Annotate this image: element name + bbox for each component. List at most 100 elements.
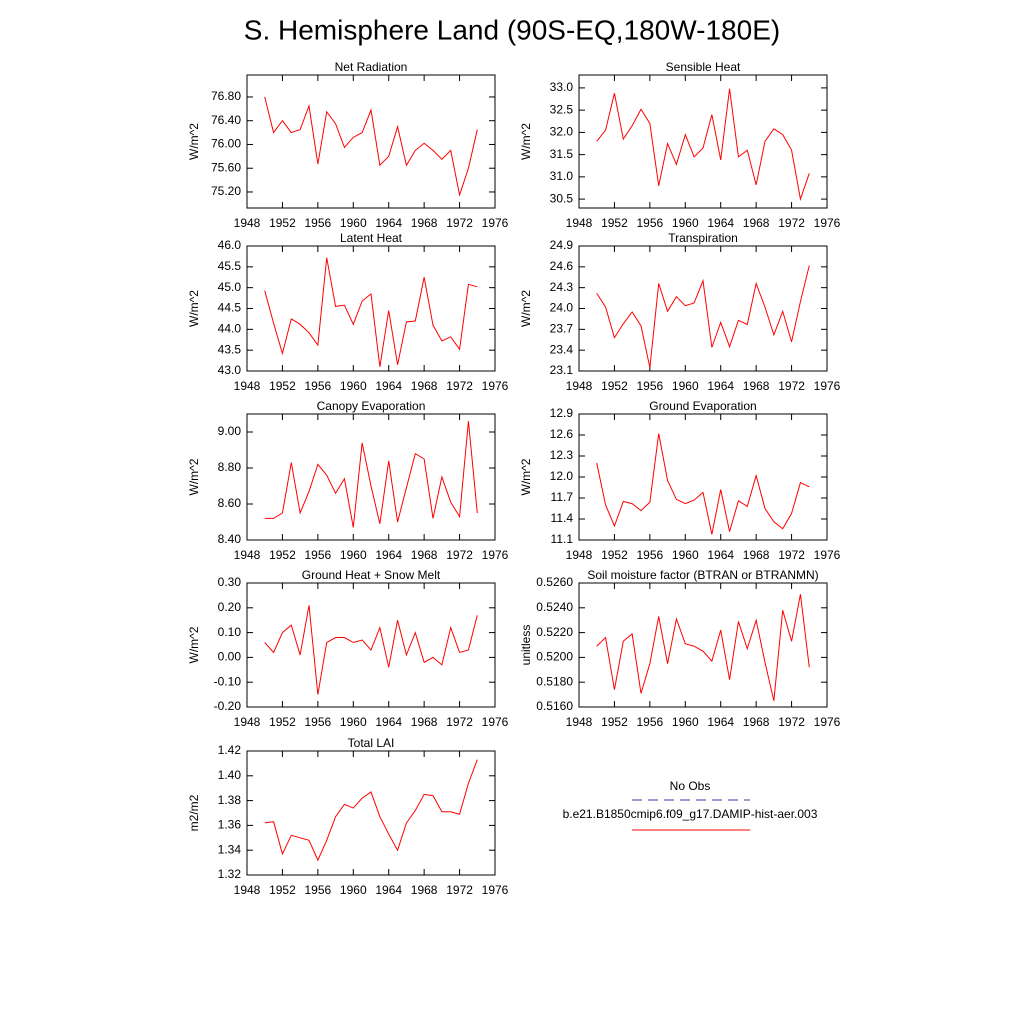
plot-frame [578,74,828,209]
data-line [596,88,810,202]
x-tick-label: 1956 [305,379,332,393]
data-line [596,594,810,701]
x-tick-label: 1976 [482,548,509,562]
x-tick-label: 1968 [411,715,438,729]
y-tick-label: 44.5 [218,301,242,315]
x-tick-label: 1968 [743,548,770,562]
x-tick-label: 1964 [375,379,402,393]
y-tick-label: 8.40 [218,532,242,546]
x-tick-label: 1960 [340,379,367,393]
x-tick-label: 1964 [375,883,402,897]
panel-title: Canopy Evaporation [317,399,426,413]
x-tick-label: 1952 [269,715,296,729]
y-tick-label: 0.10 [218,625,242,639]
x-tick-label: 1968 [411,548,438,562]
x-tick-label: 1960 [672,216,699,230]
x-tick-label: 1976 [814,216,841,230]
y-tick-label: 0.30 [218,575,242,589]
x-tick-label: 1948 [234,715,261,729]
x-tick-label: 1956 [305,715,332,729]
y-axis-label: W/m^2 [519,290,533,327]
x-tick-label: 1968 [743,216,770,230]
y-axis-label: W/m^2 [187,290,201,327]
y-tick-label: 12.3 [550,448,574,462]
y-tick-label: 8.80 [218,460,242,474]
y-tick-label: 43.0 [218,363,242,377]
x-tick-label: 1956 [637,379,664,393]
x-tick-label: 1948 [234,216,261,230]
x-tick-label: 1948 [234,883,261,897]
panel-title: Net Radiation [335,60,408,74]
data-line [264,96,478,197]
y-tick-label: 24.0 [550,301,574,315]
y-tick-label: 76.00 [211,137,241,151]
x-tick-label: 1948 [234,379,261,393]
x-tick-label: 1952 [601,548,628,562]
x-tick-label: 1964 [375,715,402,729]
x-tick-label: 1972 [778,216,805,230]
x-tick-label: 1968 [411,379,438,393]
x-tick-label: 1964 [707,379,734,393]
y-tick-label: 45.5 [218,259,242,273]
x-tick-label: 1952 [269,548,296,562]
y-tick-label: 75.20 [211,184,241,198]
y-tick-label: 0.5220 [536,625,573,639]
x-tick-label: 1956 [305,883,332,897]
x-tick-label: 1976 [482,715,509,729]
x-tick-label: 1952 [269,883,296,897]
y-tick-label: 76.40 [211,113,241,127]
y-tick-label: 0.00 [218,650,242,664]
x-tick-label: 1948 [566,548,593,562]
data-line [596,433,810,535]
y-tick-label: 23.7 [550,322,574,336]
figure-title: S. Hemisphere Land (90S-EQ,180W-180E) [244,14,780,45]
x-tick-label: 1972 [446,548,473,562]
x-tick-label: 1976 [814,379,841,393]
y-tick-label: 1.34 [218,842,242,856]
x-tick-label: 1964 [707,548,734,562]
y-tick-label: 76.80 [211,89,241,103]
x-tick-label: 1976 [814,715,841,729]
y-axis-label: W/m^2 [187,123,201,160]
y-tick-label: 1.32 [218,867,242,881]
x-tick-label: 1972 [446,715,473,729]
x-tick-label: 1964 [707,216,734,230]
x-tick-label: 1948 [566,379,593,393]
x-tick-label: 1956 [305,216,332,230]
y-tick-label: 30.5 [550,191,574,205]
x-tick-label: 1956 [637,715,664,729]
plot-frame [246,74,496,209]
data-line [264,605,478,695]
x-tick-label: 1964 [707,715,734,729]
y-tick-label: 12.6 [550,427,574,441]
y-tick-label: 24.6 [550,259,574,273]
x-tick-label: 1972 [446,883,473,897]
y-tick-label: 11.1 [551,532,574,546]
plot-frame [246,582,496,708]
x-tick-label: 1948 [234,548,261,562]
y-tick-label: 1.38 [218,793,242,807]
x-tick-label: 1956 [637,216,664,230]
y-tick-label: 75.60 [211,160,241,174]
y-tick-label: 23.1 [550,363,574,377]
x-tick-label: 1948 [566,715,593,729]
data-line [264,759,478,862]
y-axis-label: m2/m2 [187,794,201,831]
y-tick-label: 0.5160 [536,699,573,713]
y-tick-label: 24.9 [550,238,574,252]
data-line [264,257,478,367]
y-tick-label: 11.4 [551,511,574,525]
y-tick-label: 43.5 [218,342,242,356]
y-tick-label: 32.0 [550,125,574,139]
y-tick-label: -0.10 [214,674,242,688]
x-tick-label: 1960 [340,548,367,562]
x-tick-label: 1948 [566,216,593,230]
panel-title: Ground Heat + Snow Melt [302,568,441,582]
data-line [264,421,478,528]
x-tick-label: 1972 [778,379,805,393]
x-tick-label: 1964 [375,216,402,230]
plot-frame [246,413,496,541]
x-tick-label: 1964 [375,548,402,562]
x-tick-label: 1960 [672,548,699,562]
